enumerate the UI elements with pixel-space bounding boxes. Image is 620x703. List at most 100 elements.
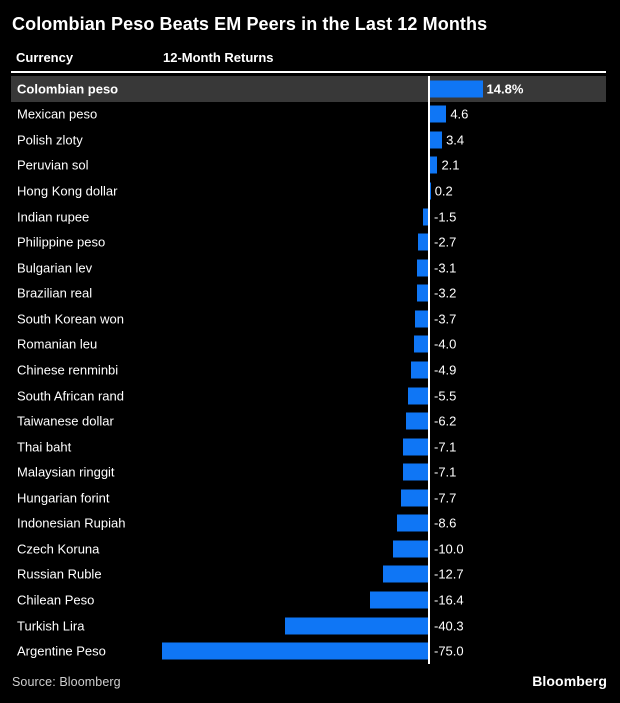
return-bar <box>416 284 428 302</box>
return-bar <box>422 208 428 226</box>
value-label: -3.2 <box>434 285 457 301</box>
chart-row: Indonesian Rupiah -8.6 <box>11 511 606 537</box>
return-bar <box>410 361 428 379</box>
currency-label: Chinese renminbi <box>17 362 119 378</box>
chart-row: Thai baht -7.1 <box>11 434 606 460</box>
value-label: -7.1 <box>434 439 457 455</box>
value-label: -16.4 <box>434 592 464 608</box>
currency-label: Polish zloty <box>17 132 83 148</box>
value-label: -7.7 <box>434 490 457 506</box>
return-bar <box>400 489 428 507</box>
return-bar <box>408 387 428 405</box>
currency-label: Indian rupee <box>17 209 90 225</box>
chart-row: Indian rupee -1.5 <box>11 204 606 230</box>
chart-row: Bulgarian lev -3.1 <box>11 255 606 281</box>
value-label: -75.0 <box>434 643 464 659</box>
currency-label: Indonesian Rupiah <box>17 515 126 531</box>
chart-row: South African rand -5.5 <box>11 383 606 409</box>
currency-label: South African rand <box>17 388 124 404</box>
value-label: -40.3 <box>434 618 464 634</box>
currency-label: Thai baht <box>17 439 72 455</box>
return-bar <box>430 182 431 200</box>
return-bar <box>369 591 428 609</box>
return-bar <box>397 514 428 532</box>
currency-label: Taiwanese dollar <box>17 413 114 429</box>
return-bar <box>430 131 443 149</box>
value-label: 4.6 <box>450 106 469 122</box>
chart-row: Taiwanese dollar -6.2 <box>11 408 606 434</box>
currency-label: South Korean won <box>17 311 124 327</box>
value-label: -10.0 <box>434 541 464 557</box>
currency-label: Romanian leu <box>17 336 98 352</box>
value-label: -5.5 <box>434 388 457 404</box>
currency-label: Peruvian sol <box>17 157 89 173</box>
value-label: -1.5 <box>434 209 457 225</box>
return-bar <box>430 80 483 98</box>
value-label: 3.4 <box>446 132 465 148</box>
currency-label: Argentine Peso <box>17 643 106 659</box>
column-header-currency: Currency <box>16 50 74 65</box>
chart-row: Argentine Peso -75.0 <box>11 638 606 664</box>
value-label: -6.2 <box>434 413 457 429</box>
currency-label: Hungarian forint <box>17 490 110 506</box>
chart-row: Russian Ruble -12.7 <box>11 562 606 588</box>
chart-row: Chilean Peso -16.4 <box>11 587 606 613</box>
value-label: -4.9 <box>434 362 457 378</box>
currency-label: Turkish Lira <box>17 618 85 634</box>
chart-row: Mexican peso 4.6 <box>11 102 606 128</box>
return-bar <box>402 463 428 481</box>
currency-label: Philippine peso <box>17 234 106 250</box>
value-label: -8.6 <box>434 515 457 531</box>
value-label: -4.0 <box>434 336 457 352</box>
currency-label: Malaysian ringgit <box>17 464 115 480</box>
currency-label: Colombian peso <box>17 81 119 97</box>
value-label: -3.1 <box>434 260 457 276</box>
value-label: 14.8% <box>486 81 524 97</box>
return-bar <box>414 310 428 328</box>
currency-label: Czech Koruna <box>17 541 100 557</box>
chart-row: Turkish Lira -40.3 <box>11 613 606 639</box>
chart-rows: Colombian peso 14.8% Mexican peso 4.6 Polish… <box>11 76 606 664</box>
return-bar <box>161 642 428 660</box>
chart-row: Peruvian sol 2.1 <box>11 153 606 179</box>
currency-label: Russian Ruble <box>17 566 102 582</box>
value-label: -7.1 <box>434 464 457 480</box>
column-header-returns: 12-Month Returns <box>163 50 274 65</box>
chart-row: Hong Kong dollar 0.2 <box>11 178 606 204</box>
chart-row: Malaysian ringgit -7.1 <box>11 459 606 485</box>
chart-row: Philippine peso -2.7 <box>11 229 606 255</box>
currency-label: Chilean Peso <box>17 592 95 608</box>
value-label: 2.1 <box>441 157 460 173</box>
return-bar <box>402 438 428 456</box>
value-label: 0.2 <box>434 183 453 199</box>
page-title: Colombian Peso Beats EM Peers in the Las… <box>12 14 488 34</box>
value-label: -12.7 <box>434 566 464 582</box>
chart-row: Polish zloty 3.4 <box>11 127 606 153</box>
header-rule <box>11 71 606 73</box>
return-bar <box>382 565 428 583</box>
currency-label: Mexican peso <box>17 106 98 122</box>
return-bar <box>392 540 428 558</box>
return-bar <box>416 259 428 277</box>
bloomberg-logo: Bloomberg <box>532 673 607 689</box>
currency-label: Brazilian real <box>17 285 93 301</box>
return-bar <box>413 335 428 353</box>
chart-row: Chinese renminbi -4.9 <box>11 357 606 383</box>
zero-baseline <box>428 76 430 664</box>
value-label: -3.7 <box>434 311 457 327</box>
currency-label: Bulgarian lev <box>17 260 93 276</box>
chart-row: Hungarian forint -7.7 <box>11 485 606 511</box>
chart-row: Romanian leu -4.0 <box>11 332 606 358</box>
currency-label: Hong Kong dollar <box>17 183 118 199</box>
chart-row: Colombian peso 14.8% <box>11 76 606 102</box>
return-bar <box>430 105 447 123</box>
chart-row: Czech Koruna -10.0 <box>11 536 606 562</box>
value-label: -2.7 <box>434 234 457 250</box>
return-bar <box>284 617 428 635</box>
return-bar <box>418 233 428 251</box>
return-bar <box>405 412 428 430</box>
source-note: Source: Bloomberg <box>12 675 121 689</box>
return-bar <box>430 156 438 174</box>
chart-row: Brazilian real -3.2 <box>11 281 606 307</box>
